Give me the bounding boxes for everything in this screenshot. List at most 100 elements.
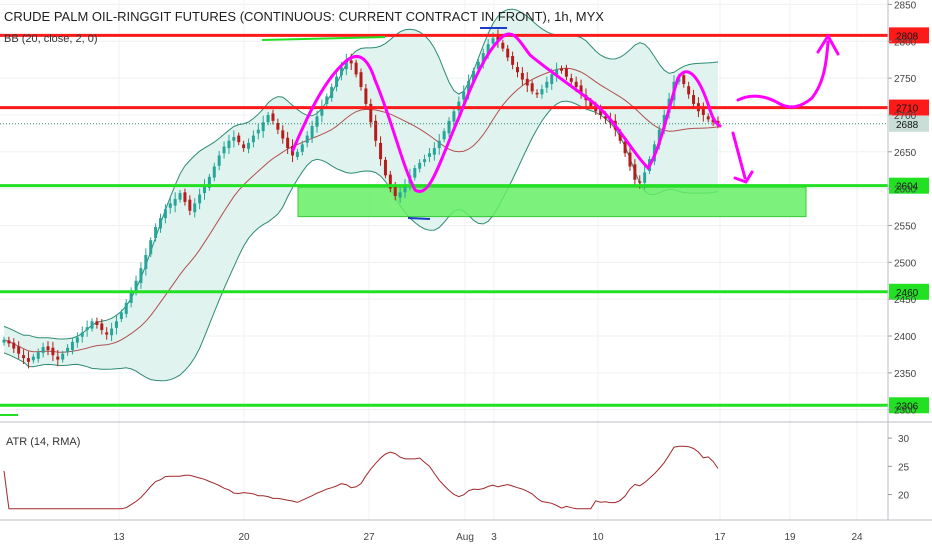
price-tick-label: 2800 (894, 37, 917, 48)
candle-body (271, 113, 275, 121)
candle-body (427, 153, 431, 157)
candle (75, 332, 79, 348)
candle (51, 341, 55, 362)
candle-body (124, 302, 128, 314)
candle (682, 71, 686, 88)
candle-body (633, 164, 637, 180)
candle (374, 114, 378, 147)
candle-body (604, 116, 608, 119)
candle (701, 102, 705, 122)
candle-body (105, 332, 109, 335)
bullish-arrow-head (816, 34, 840, 56)
time-tick-label: 27 (363, 532, 375, 543)
candle (300, 140, 304, 156)
candle (261, 115, 265, 138)
candle (12, 338, 16, 353)
candle-body (7, 340, 11, 344)
candle-body (623, 141, 627, 154)
candle (437, 134, 441, 155)
candle-body (242, 144, 246, 149)
candle (183, 188, 187, 206)
candle-body (481, 53, 485, 65)
candle-body (61, 353, 65, 360)
candle (687, 81, 691, 99)
candle-body (599, 109, 603, 115)
candle-body (432, 148, 436, 155)
price-tick-label: 2400 (894, 332, 917, 343)
candle (56, 350, 60, 367)
candle-body (31, 356, 35, 361)
candle (232, 130, 236, 148)
candle-body (158, 218, 162, 229)
candle-body (119, 312, 123, 320)
candle-body (237, 135, 241, 143)
candle (413, 165, 417, 181)
candle-body (36, 352, 40, 359)
candle-body (134, 280, 138, 291)
candle-body (437, 140, 441, 149)
bearish-arrow-stroke (731, 131, 747, 180)
candle-body (144, 254, 148, 269)
candle-body (540, 89, 544, 95)
price-tick-label: 2750 (894, 74, 917, 85)
candle-body (716, 120, 720, 124)
candle (305, 131, 309, 148)
candle-body (657, 129, 661, 146)
candle-body (447, 120, 451, 134)
atr-panel (3, 445, 719, 510)
bollinger-bands (3, 8, 719, 382)
candle (31, 353, 35, 364)
candle (564, 64, 568, 81)
candle (520, 67, 524, 86)
candle-body (85, 327, 89, 331)
candle (119, 309, 123, 322)
candle-body (403, 184, 407, 193)
candle-body (222, 146, 226, 154)
candle (369, 98, 373, 128)
level-tag (889, 177, 929, 194)
bb-lower-line (3, 100, 719, 382)
candle-body (339, 67, 343, 76)
candle-body (564, 68, 568, 77)
candle-body (75, 337, 79, 343)
candle-body (413, 168, 417, 178)
time-tick-label: 3 (491, 532, 497, 543)
candle (256, 123, 260, 140)
level-tag (889, 283, 929, 300)
candle (320, 99, 324, 123)
candle (158, 213, 162, 233)
horizontal-levels: 2808 2710 2604 2460 2306 2688 (0, 27, 929, 414)
candle-body (173, 198, 177, 206)
candle-body (359, 72, 363, 87)
candle (344, 53, 348, 76)
candle (80, 326, 84, 343)
bb-basis-line (3, 67, 719, 353)
candle-body (70, 341, 74, 350)
candle (105, 327, 109, 340)
candle (46, 341, 50, 356)
candle-body (232, 137, 236, 141)
candle (154, 223, 158, 242)
atr-tick-label: 25 (898, 462, 910, 473)
candle-body (569, 78, 573, 82)
candle-body (266, 114, 270, 123)
time-tick-label: Aug (456, 532, 474, 543)
candle-body (305, 135, 309, 143)
candle (706, 113, 710, 123)
candle-body (286, 137, 290, 149)
candle-body (511, 56, 515, 65)
time-tick-label: 13 (113, 532, 125, 543)
candle-body (418, 162, 422, 169)
candle-body (217, 155, 221, 166)
candle-body (545, 81, 549, 88)
candle-body (149, 240, 153, 255)
candle-body (66, 347, 70, 353)
blue-mark-bottom (407, 217, 431, 220)
candle (418, 159, 422, 173)
candle-body (501, 42, 505, 49)
candle (388, 170, 392, 193)
candle (281, 125, 285, 144)
candle (364, 84, 368, 109)
price-tick-label: 2650 (894, 148, 917, 159)
